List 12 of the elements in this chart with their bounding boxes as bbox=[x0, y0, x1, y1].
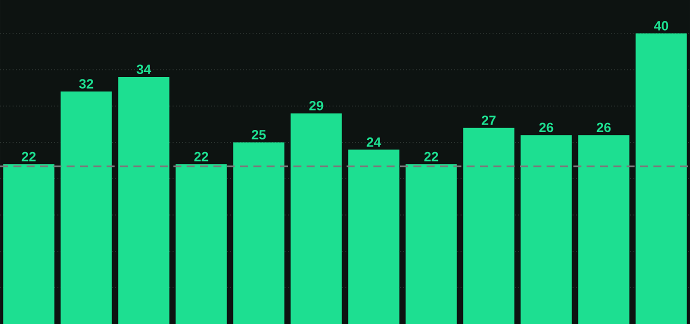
data-label: 29 bbox=[309, 100, 324, 110]
data-label: 22 bbox=[424, 152, 438, 162]
data-label: 27 bbox=[482, 116, 496, 125]
data-label: 26 bbox=[596, 122, 611, 132]
data-label: 40 bbox=[654, 21, 668, 30]
data-label: 25 bbox=[252, 130, 266, 140]
data-label: 34 bbox=[136, 64, 152, 74]
data-label: 32 bbox=[79, 79, 94, 89]
data-label: 22 bbox=[22, 152, 36, 162]
data-label: 26 bbox=[539, 122, 554, 132]
data-label: 22 bbox=[194, 152, 208, 162]
data-label: 24 bbox=[366, 137, 382, 147]
